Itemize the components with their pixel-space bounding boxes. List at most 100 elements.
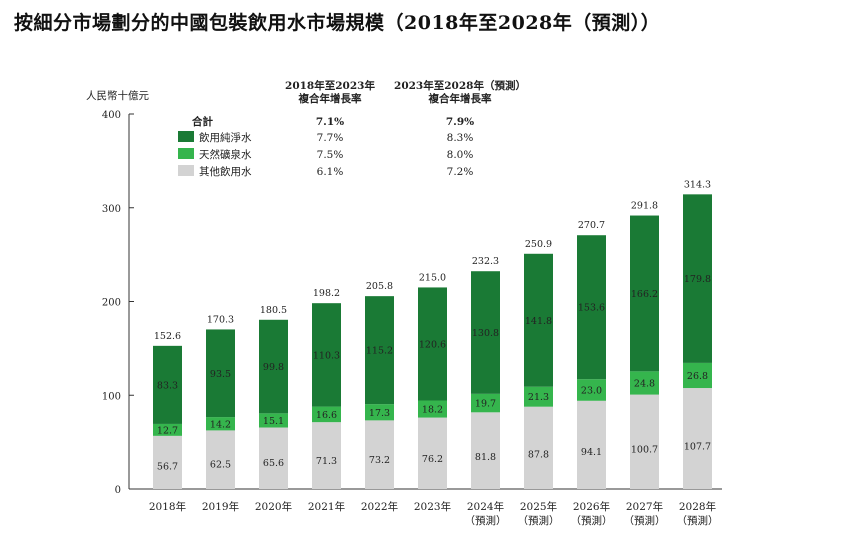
total-label: 170.3 — [207, 314, 234, 325]
bar-mineral — [683, 362, 712, 389]
value-label-purified: 166.2 — [631, 289, 658, 300]
value-label-purified: 115.2 — [366, 346, 393, 357]
value-label-purified: 110.3 — [313, 350, 340, 361]
total-label: 180.5 — [260, 305, 287, 316]
bar-other — [206, 430, 235, 489]
bar-purified — [312, 303, 341, 407]
cagr-value: 7.5% — [317, 149, 344, 161]
bar-mineral — [365, 404, 394, 421]
value-label-other: 56.7 — [157, 462, 178, 473]
total-label: 270.7 — [578, 220, 605, 231]
cagr-header: 複合年增長率 — [428, 92, 492, 105]
value-label-mineral: 19.7 — [475, 399, 496, 410]
cagr-value: 7.2% — [447, 166, 474, 178]
x-tick-label: （預測） — [624, 514, 666, 527]
total-label: 291.8 — [631, 200, 658, 211]
legend-label-purified: 飲用純淨水 — [199, 131, 252, 144]
x-tick-label: 2026年 — [573, 500, 610, 513]
y-tick-label: 200 — [102, 298, 121, 309]
bar-other — [418, 417, 447, 489]
bar-purified — [365, 296, 394, 405]
bar-mineral — [471, 393, 500, 413]
x-tick-label: 2019年 — [202, 500, 239, 513]
value-label-other: 76.2 — [422, 454, 443, 465]
bar-purified — [153, 345, 182, 424]
x-tick-label: 2025年 — [520, 500, 557, 513]
value-label-mineral: 16.6 — [316, 410, 337, 421]
value-label-other: 107.7 — [684, 442, 711, 453]
value-label-mineral: 14.2 — [210, 419, 231, 430]
x-tick-label: （預測） — [571, 514, 613, 527]
cagr-value: 7.7% — [317, 132, 344, 144]
bar-other — [259, 427, 288, 489]
x-tick-label: 2024年 — [467, 500, 504, 513]
x-tick-label: （預測） — [518, 514, 560, 527]
bar-purified — [471, 271, 500, 394]
bar-other — [365, 420, 394, 489]
value-label-other: 65.6 — [263, 458, 284, 469]
y-axis-label: 人民幣十億元 — [86, 89, 149, 102]
bar-mineral — [153, 423, 182, 436]
bar-other — [524, 406, 553, 489]
x-tick-label: 2028年 — [679, 500, 716, 513]
value-label-other: 62.5 — [210, 459, 231, 470]
value-label-other: 94.1 — [581, 447, 602, 458]
bar-mineral — [630, 371, 659, 395]
y-tick-label: 400 — [102, 110, 121, 121]
value-label-purified: 141.8 — [525, 316, 552, 327]
x-tick-label: 2027年 — [626, 500, 663, 513]
bar-purified — [577, 235, 606, 380]
value-label-purified: 153.6 — [578, 303, 605, 314]
bar-purified — [418, 287, 447, 401]
bar-other — [153, 435, 182, 489]
cagr-value: 8.0% — [447, 149, 474, 161]
bar-purified — [683, 194, 712, 363]
value-label-mineral: 21.3 — [528, 392, 549, 403]
bar-mineral — [418, 400, 447, 418]
legend-swatch-purified — [178, 131, 194, 142]
total-label: 250.9 — [525, 239, 552, 250]
value-label-purified: 93.5 — [210, 369, 231, 380]
x-tick-label: 2018年 — [149, 500, 186, 513]
bar-purified — [630, 215, 659, 372]
x-tick-label: （預測） — [465, 514, 507, 527]
legend-swatch-mineral — [178, 148, 194, 159]
total-label: 152.6 — [154, 331, 181, 342]
value-label-other: 87.8 — [528, 449, 549, 460]
x-tick-label: （預測） — [677, 514, 719, 527]
bar-purified — [524, 253, 553, 387]
value-label-other: 81.8 — [475, 452, 496, 463]
value-label-mineral: 18.2 — [422, 405, 443, 416]
x-tick-label: 2021年 — [308, 500, 345, 513]
y-tick-label: 300 — [102, 204, 121, 215]
cagr-header: 2018年至2023年 — [285, 79, 375, 92]
value-label-mineral: 15.1 — [263, 416, 284, 427]
bar-purified — [206, 329, 235, 418]
value-label-mineral: 23.0 — [581, 386, 602, 397]
value-label-mineral: 12.7 — [157, 425, 178, 436]
x-tick-label: 2023年 — [414, 500, 451, 513]
cagr-value: 6.1% — [317, 166, 344, 178]
value-label-purified: 99.8 — [263, 362, 284, 373]
total-label: 215.0 — [419, 272, 446, 283]
value-label-other: 73.2 — [369, 455, 390, 466]
value-label-purified: 130.8 — [472, 328, 499, 339]
cagr-value: 7.9% — [446, 116, 474, 128]
x-tick-label: 2022年 — [361, 500, 398, 513]
bar-other — [630, 394, 659, 489]
value-label-other: 100.7 — [631, 444, 658, 455]
total-label: 205.8 — [366, 281, 393, 292]
bar-mineral — [524, 386, 553, 407]
bar-other — [683, 388, 712, 489]
value-label-purified: 120.6 — [419, 339, 446, 350]
value-label-purified: 179.8 — [684, 274, 711, 285]
total-label: 232.3 — [472, 256, 499, 267]
total-label: 314.3 — [684, 179, 711, 190]
x-tick-label: 2020年 — [255, 500, 292, 513]
total-label: 198.2 — [313, 288, 340, 299]
bar-mineral — [577, 379, 606, 401]
legend-label-mineral: 天然礦泉水 — [199, 148, 252, 161]
cagr-value: 7.1% — [316, 116, 344, 128]
value-label-other: 71.3 — [316, 456, 337, 467]
